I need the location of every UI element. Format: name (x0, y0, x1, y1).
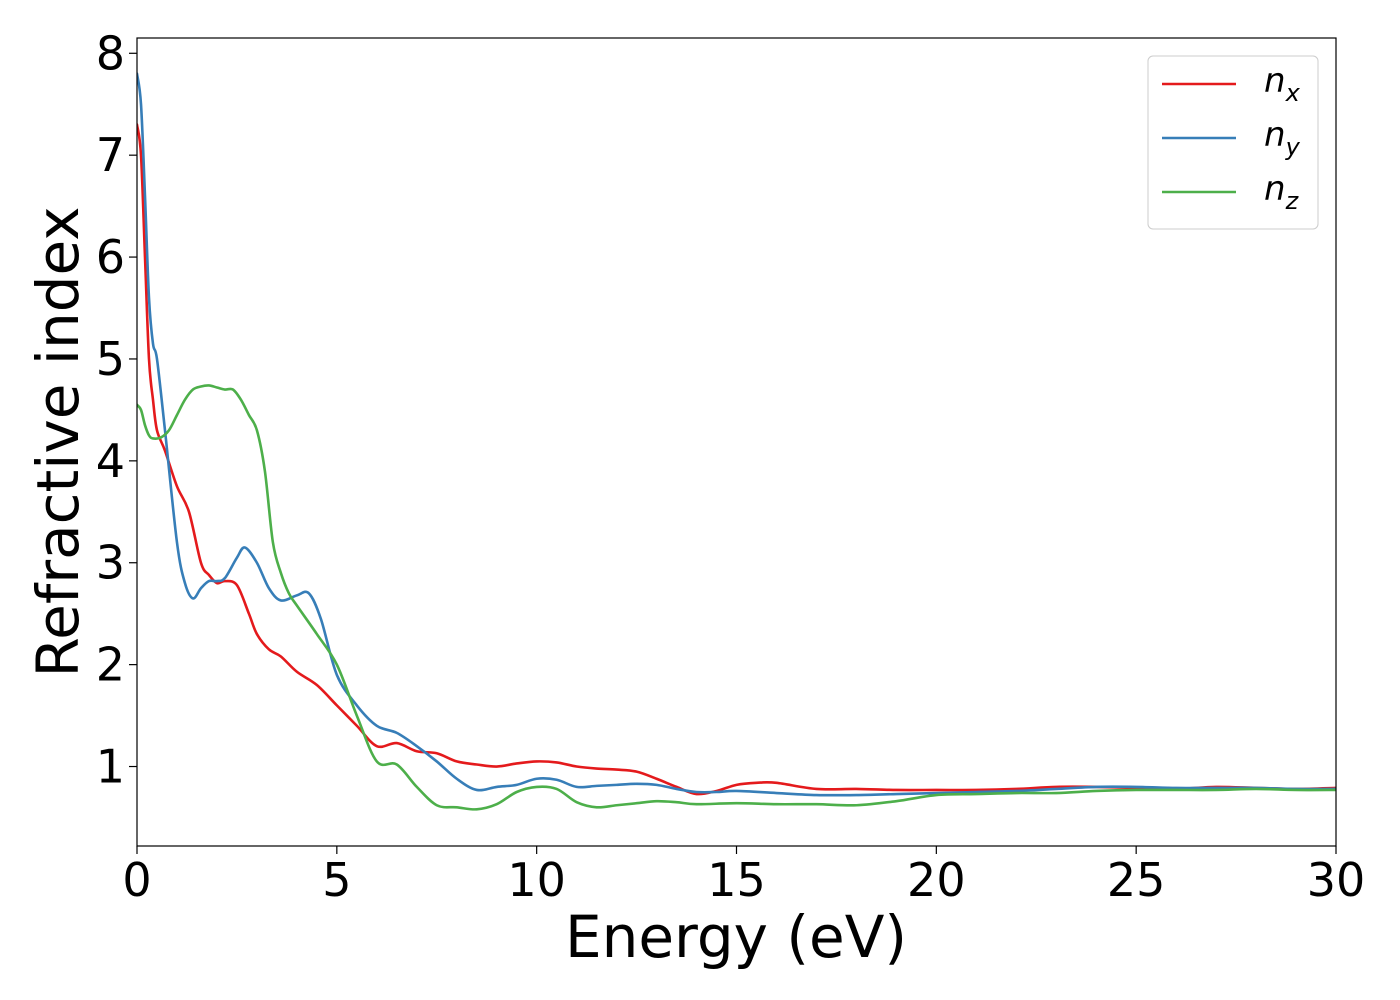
series-line-z (137, 384, 1336, 811)
x-tick-label: 5 (322, 853, 351, 907)
y-tick-label: 5 (96, 332, 125, 386)
y-tick-label: 2 (96, 638, 125, 692)
x-tick-label: 10 (507, 853, 566, 907)
series-line-y (137, 72, 1336, 797)
x-tick-label: 15 (707, 853, 766, 907)
y-tick-label: 3 (96, 536, 125, 590)
x-axis: 0 5 10 15 20 25 30 (122, 846, 1365, 907)
y-tick-label: 6 (96, 230, 125, 284)
legend-box (1147, 55, 1319, 230)
x-tick-label: 20 (907, 853, 966, 907)
y-tick-label: 8 (96, 26, 125, 80)
legend-label-y: ny (1264, 115, 1301, 161)
legend: nx ny nz (1147, 55, 1319, 230)
x-tick-label: 30 (1307, 853, 1366, 907)
x-tick-label: 25 (1107, 853, 1166, 907)
y-axis: 1 2 3 4 5 6 7 8 (96, 26, 137, 794)
y-axis-title: Refractive index (24, 206, 92, 677)
legend-label-x: nx (1264, 61, 1301, 107)
y-tick-label: 7 (96, 128, 125, 182)
series-line-x (137, 123, 1336, 796)
x-tick-label: 0 (122, 853, 151, 907)
series-layer (137, 72, 1336, 811)
legend-label-z: nz (1264, 169, 1300, 215)
x-axis-title: Energy (eV) (565, 903, 907, 971)
y-tick-label: 4 (96, 434, 125, 488)
y-tick-label: 1 (96, 740, 125, 794)
